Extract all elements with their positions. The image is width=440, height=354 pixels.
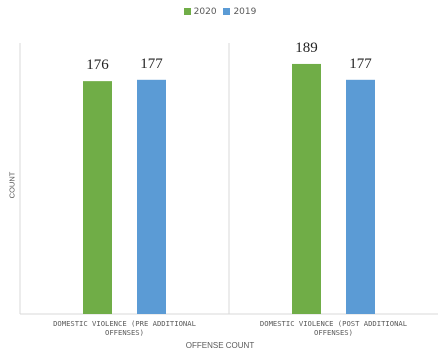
data-label-2019-2: 177 [349,56,372,72]
y-axis-title: COUNT [7,171,17,199]
data-label-2019-1: 177 [140,56,163,72]
legend-label-2020: 2020 [193,7,217,17]
data-label-2020-1: 176 [86,57,109,73]
data-label-2020-2: 189 [295,40,318,56]
legend-label-2019: 2019 [233,7,257,17]
chart-legend: 2020 2019 [0,7,440,17]
legend-item-2020: 2020 [183,7,217,17]
x-axis-title: OFFENSE COUNT [185,341,255,350]
x-tick-label-2: DOMESTIC VIOLENCE (POST ADDITIONAL [260,319,407,328]
x-tick-label-2: OFFENSES) [314,328,353,337]
bar-2020-1 [83,81,112,314]
legend-swatch-2019 [223,7,231,15]
bar-2019-2 [346,79,375,314]
x-tick-label-1: DOMESTIC VIOLENCE (PRE ADDITIONAL [53,319,196,328]
bar-2019-1 [137,79,166,314]
legend-swatch-2020 [183,7,191,15]
legend-item-2019: 2019 [223,7,256,17]
bar-2020-2 [292,63,321,314]
x-tick-label-1: OFFENSES) [105,328,144,337]
